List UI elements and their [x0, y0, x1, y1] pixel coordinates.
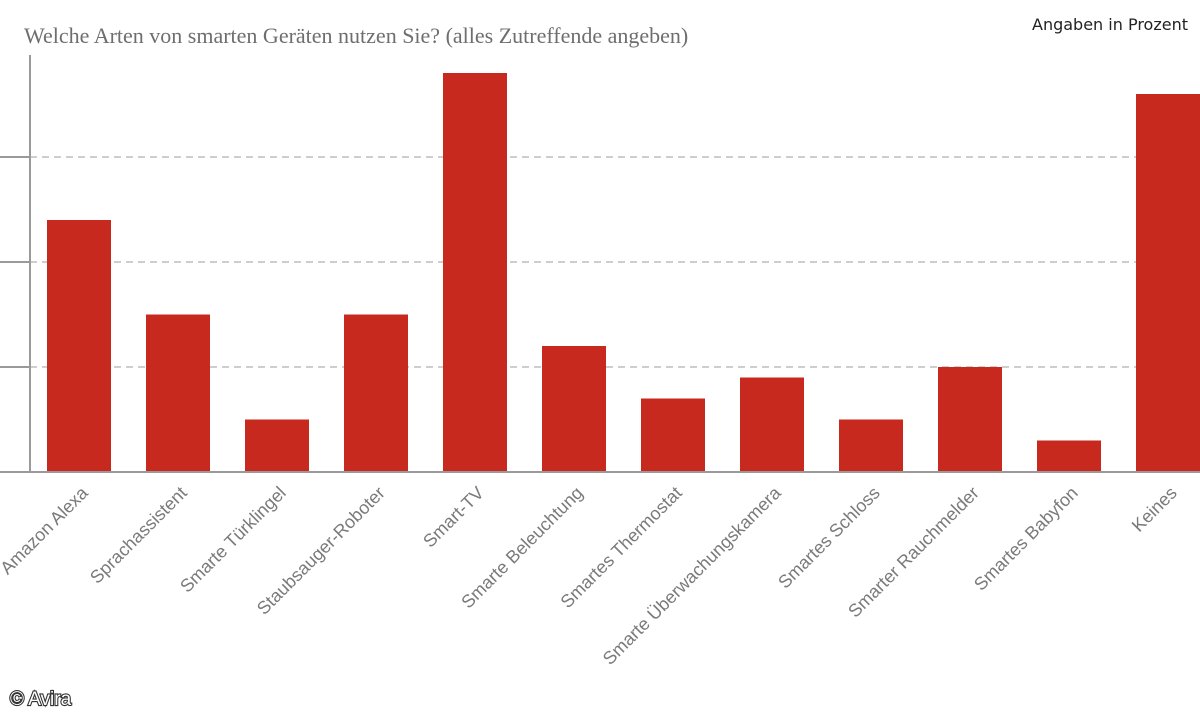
bar-11	[1037, 440, 1101, 472]
category-label-9: Smartes Schloss	[774, 483, 884, 593]
chart-title: Welche Arten von smarten Geräten nutzen …	[24, 23, 688, 48]
bar-9	[839, 419, 903, 472]
bar-1	[47, 220, 111, 472]
category-label-5: Smart-TV	[419, 483, 488, 552]
bar-5	[443, 73, 507, 472]
category-label-3: Smarte Türklingel	[176, 483, 290, 597]
bar-3	[245, 419, 309, 472]
category-label-2: Sprachassistent	[86, 483, 191, 588]
unit-note: Angaben in Prozent	[1032, 15, 1188, 34]
category-label-8: Smarte Überwachungskamera	[599, 482, 786, 669]
bar-6	[542, 346, 606, 472]
category-label-1: Amazon Alexa	[0, 482, 93, 578]
bar-10	[938, 367, 1002, 472]
bar-4	[344, 314, 408, 472]
category-label-11: Smartes Babyfon	[970, 483, 1082, 595]
bars	[47, 73, 1200, 472]
credit-text: © Avira	[10, 689, 72, 710]
axes	[0, 55, 1200, 473]
bar-7	[641, 398, 705, 472]
gridlines	[30, 156, 1200, 368]
bar-12	[1136, 94, 1200, 472]
bar-2	[146, 314, 210, 472]
bar-8	[740, 377, 804, 472]
category-label-12: Keines	[1128, 483, 1181, 536]
